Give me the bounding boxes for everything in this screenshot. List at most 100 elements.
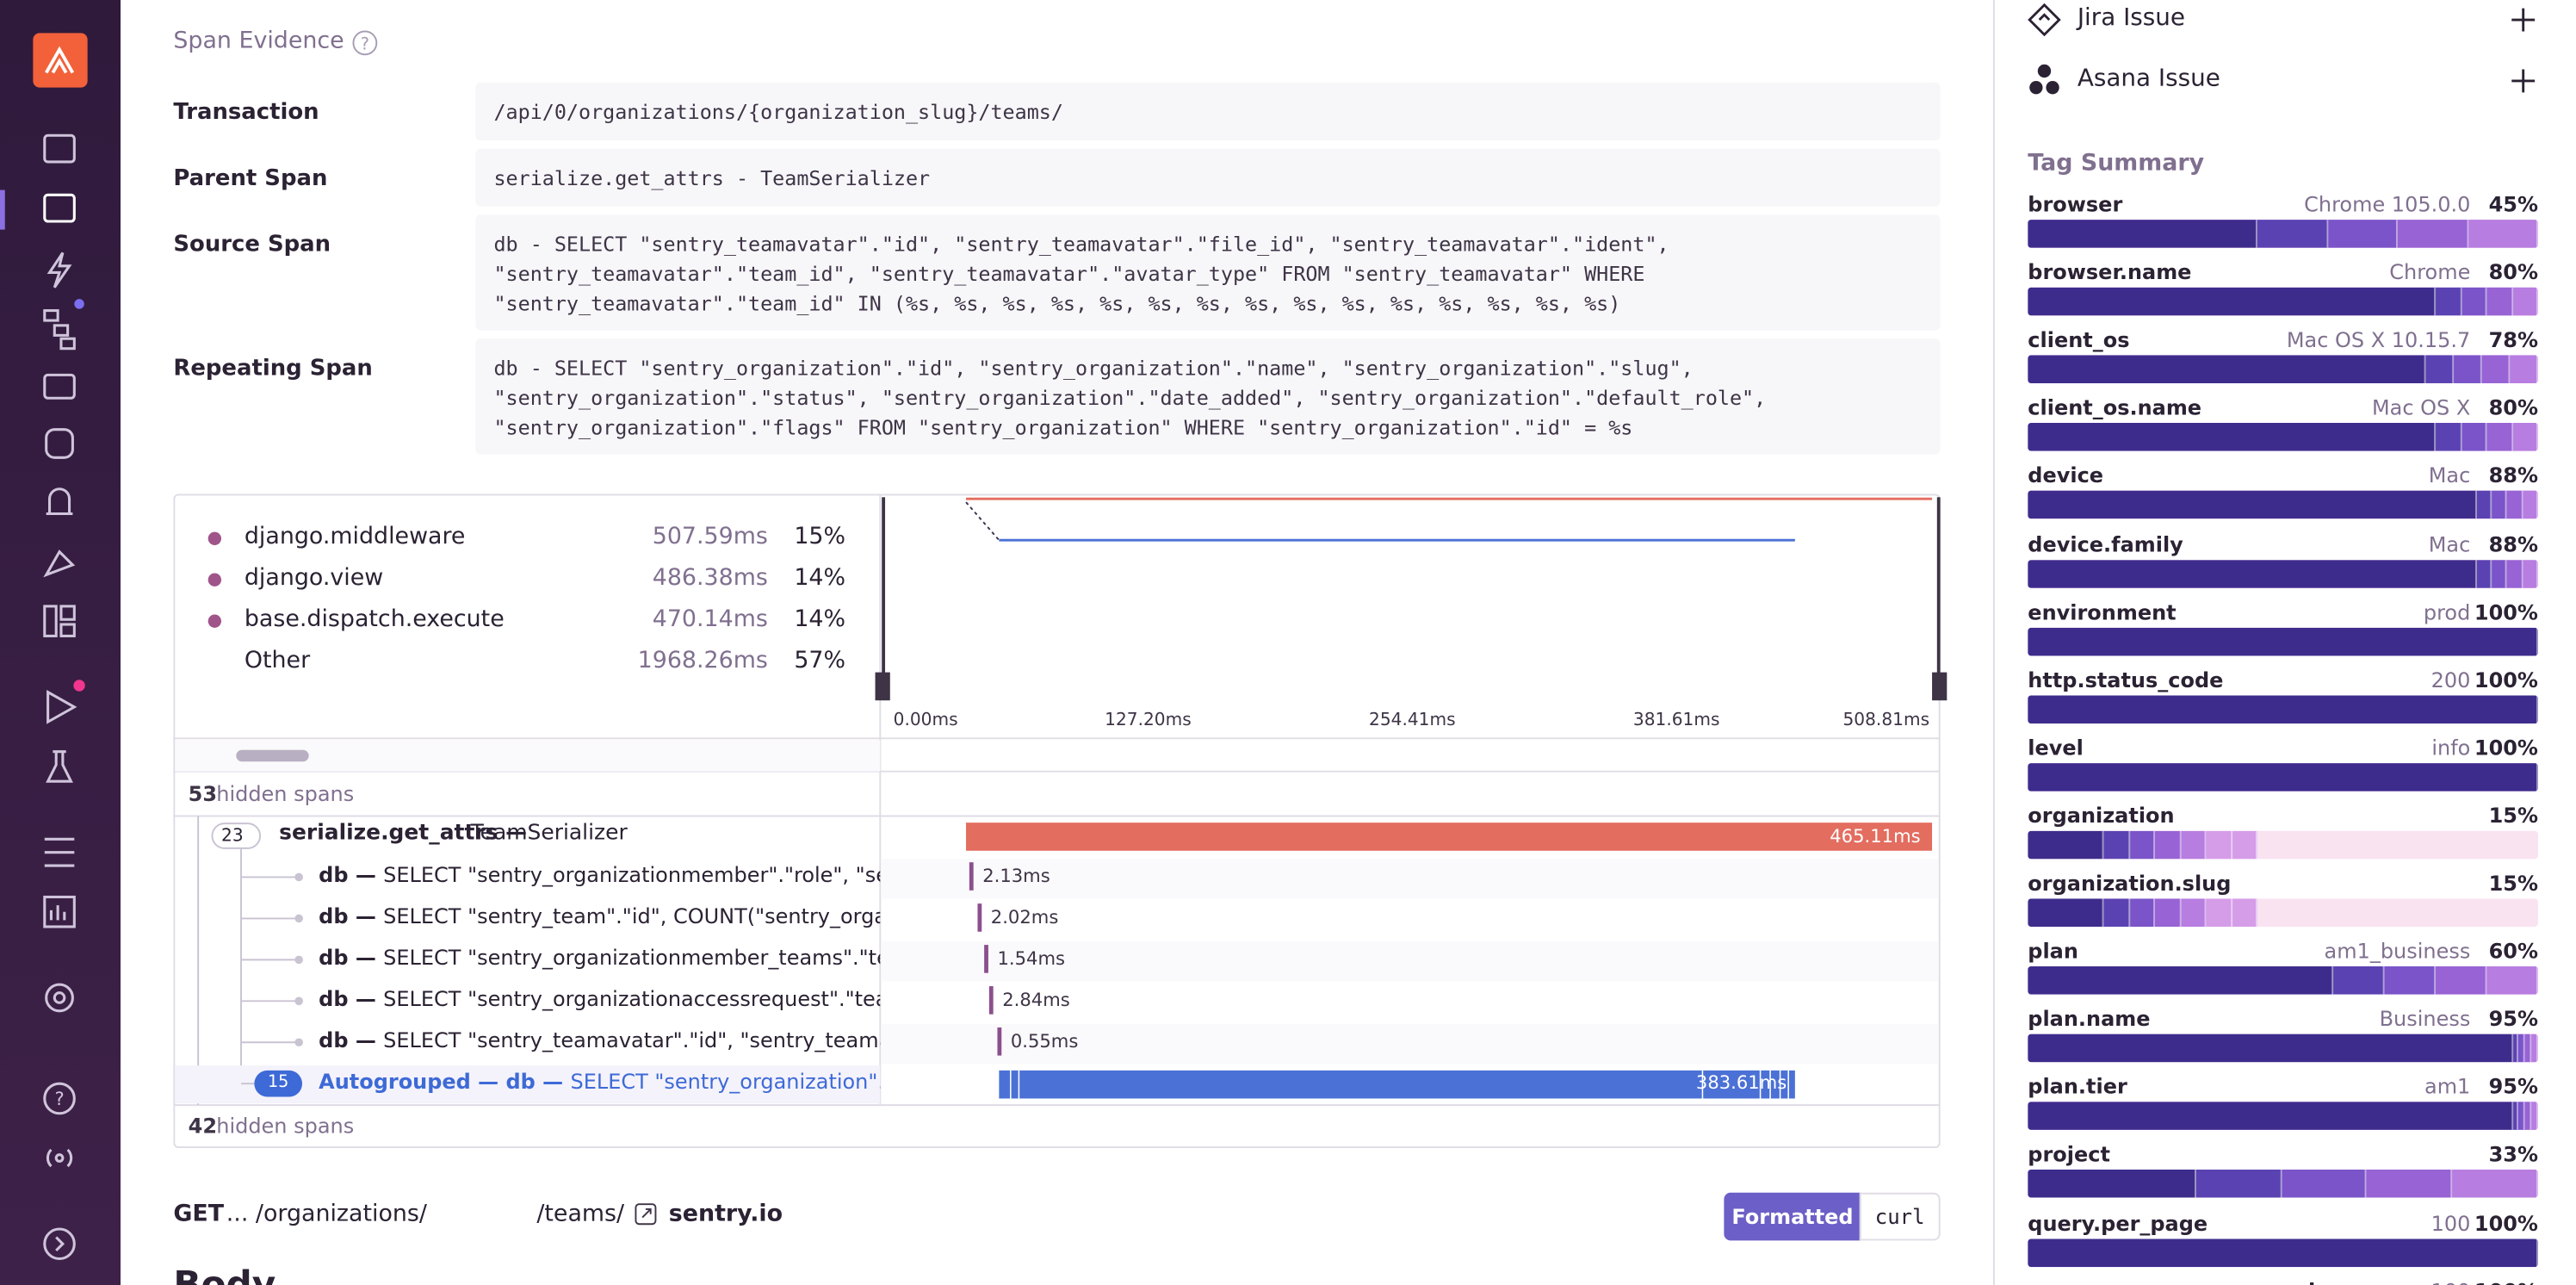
tag-segment xyxy=(2461,423,2487,452)
tag-segment xyxy=(2333,966,2386,995)
hidden-label: hidden spans xyxy=(216,781,355,806)
span-op: db — xyxy=(319,862,384,887)
tag-key[interactable]: client_os.name xyxy=(2028,394,2202,420)
tag-segment xyxy=(2468,220,2538,248)
tag-key[interactable]: environment xyxy=(2028,599,2177,624)
tag-segment xyxy=(2028,898,2105,927)
tag-value: am1_business xyxy=(2324,938,2471,964)
tag-segment xyxy=(2155,830,2182,860)
tag-segment xyxy=(2155,898,2182,927)
tag-bar[interactable] xyxy=(2028,762,2538,791)
tag-percent: 88% xyxy=(2488,531,2538,556)
group-toggle[interactable]: 23 xyxy=(211,823,262,849)
span-description: SELECT "sentry_organizationmember"."role… xyxy=(383,862,880,887)
tag-percent: 100% xyxy=(2474,667,2538,692)
tag-key[interactable]: plan.name xyxy=(2028,1006,2151,1032)
tag-value: Business xyxy=(2379,1006,2471,1032)
tag-segment xyxy=(2282,1170,2368,1199)
group-badge[interactable]: 15 xyxy=(254,1070,302,1097)
span-op: Autogrouped — db — xyxy=(319,1068,571,1094)
tag-bar[interactable] xyxy=(2028,1170,2538,1199)
nav-icons: ? xyxy=(0,33,88,1261)
node xyxy=(294,1038,303,1047)
tag-key[interactable]: device xyxy=(2028,462,2104,488)
tag-bar[interactable] xyxy=(2028,355,2538,384)
issue-link[interactable]: Asana Issue xyxy=(2077,65,2220,93)
span-description: SELECT "sentry_organizationaccessrequest… xyxy=(383,986,881,1011)
tag-key[interactable]: browser.name xyxy=(2028,259,2192,285)
tag-segment xyxy=(2129,898,2156,927)
tag-segment xyxy=(2425,355,2455,384)
tag-key[interactable]: organization xyxy=(2028,802,2175,828)
tag-percent: 45% xyxy=(2488,191,2538,217)
tag-key[interactable]: level xyxy=(2028,735,2084,760)
tag-percent: 80% xyxy=(2488,394,2538,420)
tag-key[interactable]: browser xyxy=(2028,191,2123,217)
node xyxy=(294,872,303,882)
span-op: db — xyxy=(319,986,384,1011)
span-bar xyxy=(977,903,982,932)
span-op: db — xyxy=(319,903,384,928)
tag-segment xyxy=(2028,491,2477,520)
tag-segment xyxy=(2492,491,2508,520)
section-title: Span Evidence xyxy=(173,28,344,55)
issue-link[interactable]: Jira Issue xyxy=(2077,4,2186,32)
tag-segment xyxy=(2486,966,2538,995)
span-row: db — SELECT "sentry_teamavatar"."id", "s… xyxy=(319,1027,880,1052)
axis-label: 254.41ms xyxy=(1369,710,1456,730)
tag-key[interactable]: query.per_page xyxy=(2028,1209,2208,1235)
tag-key[interactable]: http.status_code xyxy=(2028,667,2224,692)
tag-percent: 80% xyxy=(2488,259,2538,285)
tag-bar[interactable] xyxy=(2028,898,2538,927)
tag-bar[interactable] xyxy=(2028,627,2538,655)
tag-bar[interactable] xyxy=(2028,220,2538,248)
tag-segment xyxy=(2512,423,2538,452)
legend-dot xyxy=(207,573,222,587)
tag-bar[interactable] xyxy=(2028,423,2538,452)
tag-bar[interactable] xyxy=(2028,559,2538,587)
tag-value: info xyxy=(2431,735,2471,760)
tag-bar[interactable] xyxy=(2028,694,2538,723)
tag-value: prod xyxy=(2423,599,2471,624)
tag-key[interactable]: organization.slug xyxy=(2028,870,2232,896)
legend-duration: 1968.26ms xyxy=(637,647,768,674)
request-path: ... /organizations/ xyxy=(226,1201,427,1228)
format-button[interactable]: Formatted xyxy=(1724,1192,1861,1241)
tag-bar[interactable] xyxy=(2028,1238,2538,1267)
tag-segment xyxy=(2257,220,2328,248)
tag-segment xyxy=(2028,830,2105,860)
legend-name: django.view xyxy=(244,564,384,592)
tag-bar[interactable] xyxy=(2028,491,2538,520)
legend-percent: 57% xyxy=(794,647,846,674)
tag-key[interactable]: plan.tier xyxy=(2028,1074,2127,1100)
axis-label: 508.81ms xyxy=(1842,710,1930,730)
body-title: Body xyxy=(173,1265,276,1285)
tag-key[interactable]: query.per_page_grouped xyxy=(2028,1278,2315,1285)
tag-key[interactable]: project xyxy=(2028,1142,2110,1167)
span-bar xyxy=(988,986,994,1015)
tag-key[interactable]: client_os xyxy=(2028,327,2130,352)
span-duration: 0.55ms xyxy=(1010,1030,1079,1052)
tag-bar[interactable] xyxy=(2028,1102,2538,1131)
legend-percent: 15% xyxy=(794,524,846,550)
tag-bar[interactable] xyxy=(2028,830,2538,860)
tag-bar[interactable] xyxy=(2028,1034,2538,1063)
tag-segment xyxy=(2525,1102,2532,1131)
tag-bar[interactable] xyxy=(2028,966,2538,995)
tag-key[interactable]: plan xyxy=(2028,938,2078,964)
tag-segment xyxy=(2028,423,2437,452)
format-button[interactable]: curl xyxy=(1859,1192,1941,1241)
tag-segment xyxy=(2507,491,2523,520)
request-host[interactable]: sentry.io xyxy=(668,1201,783,1228)
tag-key[interactable]: device.family xyxy=(2028,531,2183,556)
tag-value: am1 xyxy=(2424,1074,2471,1100)
tag-bar[interactable] xyxy=(2028,287,2538,316)
tag-percent: 78% xyxy=(2488,327,2538,352)
evidence-value: serialize.get_attrs - TeamSerializer xyxy=(475,148,1941,207)
evidence-value: db - SELECT "sentry_teamavatar"."id", "s… xyxy=(475,214,1941,331)
request-method: GET xyxy=(173,1201,225,1228)
tag-segment xyxy=(2523,491,2538,520)
tag-percent: 95% xyxy=(2488,1006,2538,1032)
